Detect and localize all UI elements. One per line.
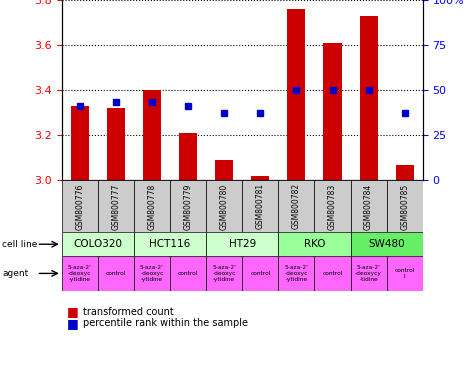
FancyBboxPatch shape — [387, 180, 423, 232]
FancyBboxPatch shape — [62, 180, 98, 232]
Bar — [323, 43, 342, 180]
Text: 5-aza-2'
-deoxyc
-ytidine: 5-aza-2' -deoxyc -ytidine — [285, 265, 308, 282]
Text: GSM800785: GSM800785 — [400, 183, 409, 230]
Text: RKO: RKO — [304, 239, 325, 249]
FancyBboxPatch shape — [278, 232, 351, 256]
Text: SW480: SW480 — [368, 239, 405, 249]
Text: GSM800782: GSM800782 — [292, 183, 301, 230]
Text: ■: ■ — [66, 317, 78, 330]
Bar — [396, 165, 414, 180]
FancyBboxPatch shape — [351, 256, 387, 291]
Text: ■: ■ — [66, 305, 78, 318]
Text: control: control — [178, 271, 198, 276]
Text: 5-aza-2'
-deoxyc
-ytidine: 5-aza-2' -deoxyc -ytidine — [140, 265, 164, 282]
Bar — [215, 160, 233, 180]
FancyBboxPatch shape — [351, 180, 387, 232]
Text: HT29: HT29 — [228, 239, 256, 249]
Text: cell line: cell line — [2, 240, 38, 249]
Bar — [287, 9, 305, 180]
Text: percentile rank within the sample: percentile rank within the sample — [83, 318, 248, 328]
Text: 5-aza-2'
-deoxyc
-ytidine: 5-aza-2' -deoxyc -ytidine — [68, 265, 92, 282]
Text: 5-aza-2'
-deoxyc
-ytidine: 5-aza-2' -deoxyc -ytidine — [212, 265, 236, 282]
Text: GSM800781: GSM800781 — [256, 183, 265, 230]
FancyBboxPatch shape — [170, 180, 206, 232]
FancyBboxPatch shape — [206, 232, 278, 256]
Text: GSM800780: GSM800780 — [220, 183, 228, 230]
Text: GSM800778: GSM800778 — [148, 183, 156, 230]
FancyBboxPatch shape — [206, 256, 242, 291]
Bar — [71, 106, 89, 180]
FancyBboxPatch shape — [134, 232, 206, 256]
Text: control: control — [106, 271, 126, 276]
FancyBboxPatch shape — [62, 232, 134, 256]
Bar — [143, 90, 161, 180]
Text: GSM800779: GSM800779 — [184, 183, 192, 230]
Text: GSM800784: GSM800784 — [364, 183, 373, 230]
Text: COLO320: COLO320 — [73, 239, 123, 249]
FancyBboxPatch shape — [170, 256, 206, 291]
FancyBboxPatch shape — [242, 180, 278, 232]
FancyBboxPatch shape — [351, 232, 423, 256]
FancyBboxPatch shape — [314, 256, 351, 291]
Bar — [179, 133, 197, 180]
FancyBboxPatch shape — [134, 180, 170, 232]
Text: agent: agent — [2, 269, 28, 278]
FancyBboxPatch shape — [314, 180, 351, 232]
Text: transformed count: transformed count — [83, 307, 174, 317]
Text: GSM800777: GSM800777 — [112, 183, 120, 230]
FancyBboxPatch shape — [278, 256, 314, 291]
FancyBboxPatch shape — [206, 180, 242, 232]
Bar — [251, 176, 269, 180]
Text: HCT116: HCT116 — [150, 239, 190, 249]
FancyBboxPatch shape — [387, 256, 423, 291]
Text: 5-aza-2'
-deoxycy
-tidine: 5-aza-2' -deoxycy -tidine — [355, 265, 382, 282]
FancyBboxPatch shape — [134, 256, 170, 291]
FancyBboxPatch shape — [242, 256, 278, 291]
FancyBboxPatch shape — [98, 180, 134, 232]
Text: control
l: control l — [395, 268, 415, 279]
Bar — [107, 108, 125, 180]
Bar — [360, 16, 378, 180]
FancyBboxPatch shape — [278, 180, 314, 232]
Text: control: control — [250, 271, 270, 276]
FancyBboxPatch shape — [62, 256, 98, 291]
Text: control: control — [323, 271, 342, 276]
Text: GSM800783: GSM800783 — [328, 183, 337, 230]
Text: GSM800776: GSM800776 — [76, 183, 84, 230]
FancyBboxPatch shape — [98, 256, 134, 291]
